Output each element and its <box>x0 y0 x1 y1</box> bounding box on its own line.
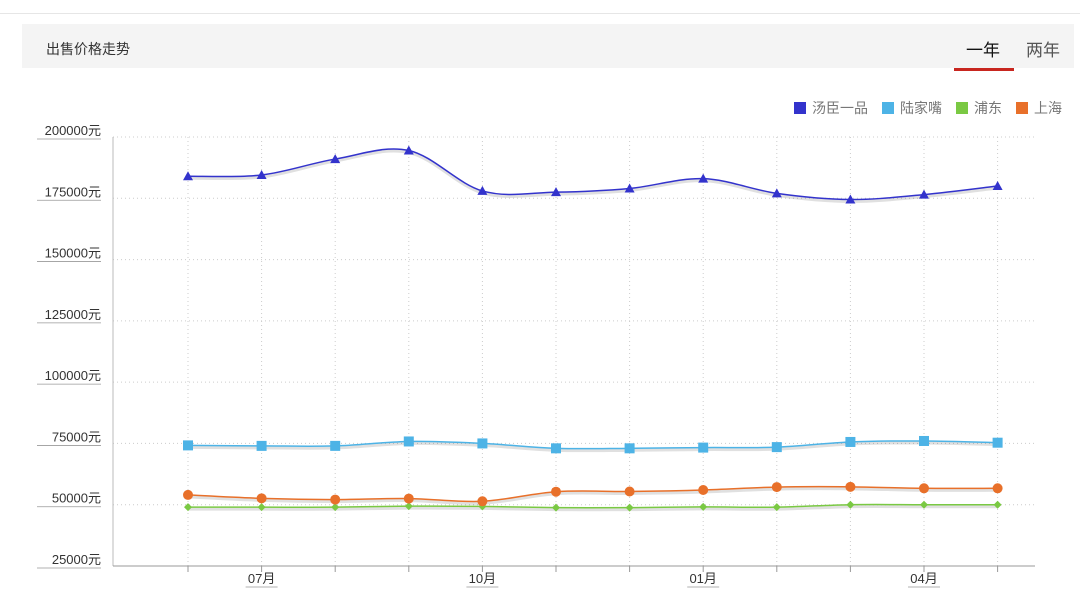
series-3-point-7[interactable] <box>698 485 709 496</box>
series-2-point-8[interactable] <box>772 503 781 512</box>
y-tick-label: 25000元 <box>52 552 101 567</box>
legend-label-3: 上海 <box>1034 102 1062 117</box>
series-3-point-8[interactable] <box>771 482 782 493</box>
legend-swatch-3 <box>1016 102 1028 114</box>
series-2-point-11[interactable] <box>993 500 1002 509</box>
y-tick-label: 200000元 <box>45 123 101 138</box>
series-0-point-1[interactable] <box>256 169 267 179</box>
tab-two-year[interactable]: 两年 <box>1026 41 1060 60</box>
series-0-point-5[interactable] <box>551 187 561 197</box>
series-2-point-0[interactable] <box>184 503 192 512</box>
series-1-point-2[interactable] <box>330 440 341 451</box>
series-0-point-6[interactable] <box>624 183 635 193</box>
series-1-point-1[interactable] <box>256 440 267 451</box>
series-3-point-9[interactable] <box>845 481 856 492</box>
series-2-point-7[interactable] <box>699 502 708 511</box>
tab-one-year[interactable]: 一年 <box>966 41 1000 60</box>
series-0-point-11[interactable] <box>992 181 1003 191</box>
series-line-shadow-1 <box>187 441 998 453</box>
series-1-point-5[interactable] <box>551 443 561 454</box>
x-tick-label: 07月 <box>248 571 275 586</box>
legend-item-series-0[interactable]: 汤臣一品 <box>794 98 868 118</box>
series-line-0 <box>187 148 998 201</box>
legend-swatch-0 <box>794 102 806 114</box>
x-tick-label: 10月 <box>469 571 496 586</box>
chart-legend: 汤臣一品 陆家嘴 浦东 上海 <box>794 98 1062 118</box>
series-3-point-10[interactable] <box>919 483 929 494</box>
y-tick-label: 125000元 <box>45 307 101 322</box>
series-0-point-10[interactable] <box>919 189 929 199</box>
series-1-point-10[interactable] <box>919 435 929 446</box>
top-divider <box>0 13 1080 14</box>
series-2-point-1[interactable] <box>257 503 266 512</box>
series-line-shadow-3 <box>187 487 998 506</box>
y-tick-label: 75000元 <box>52 429 101 444</box>
legend-label-0: 汤臣一品 <box>812 102 868 117</box>
x-tick-label: 04月 <box>910 571 937 586</box>
series-2-point-6[interactable] <box>625 503 634 512</box>
series-3-point-4[interactable] <box>477 496 488 507</box>
series-3-point-0[interactable] <box>183 489 193 500</box>
series-0-point-4[interactable] <box>477 185 488 195</box>
legend-label-1: 陆家嘴 <box>900 102 942 117</box>
series-2-point-2[interactable] <box>331 503 340 512</box>
active-tab-indicator <box>954 68 1014 71</box>
series-3-point-1[interactable] <box>256 493 267 504</box>
legend-label-2: 浦东 <box>974 102 1002 117</box>
series-2-point-10[interactable] <box>920 500 928 509</box>
y-tick-label: 50000元 <box>52 491 101 506</box>
series-0-point-3[interactable] <box>403 145 414 155</box>
series-1-point-8[interactable] <box>771 442 782 453</box>
series-2-point-9[interactable] <box>846 500 855 509</box>
series-1-point-9[interactable] <box>845 436 856 447</box>
series-0-point-8[interactable] <box>771 188 782 198</box>
series-line-3 <box>187 485 998 503</box>
series-1-point-11[interactable] <box>992 437 1003 448</box>
series-3-point-2[interactable] <box>330 494 341 505</box>
legend-swatch-2 <box>956 102 968 114</box>
series-3-point-3[interactable] <box>403 493 414 504</box>
legend-item-series-3[interactable]: 上海 <box>1016 98 1062 118</box>
series-line-2 <box>188 503 998 509</box>
legend-item-series-2[interactable]: 浦东 <box>956 98 1002 118</box>
series-1-point-6[interactable] <box>624 443 635 454</box>
chart-header: 出售价格走势 一年 两年 <box>22 24 1074 71</box>
series-line-shadow-0 <box>187 149 998 204</box>
series-1-point-4[interactable] <box>477 438 488 449</box>
y-tick-label: 175000元 <box>45 184 101 199</box>
x-tick-label: 01月 <box>689 571 716 586</box>
series-0-point-7[interactable] <box>698 173 709 183</box>
series-line-1 <box>187 440 998 450</box>
series-0-point-2[interactable] <box>330 154 341 164</box>
series-line-shadow-2 <box>187 505 998 512</box>
legend-item-series-1[interactable]: 陆家嘴 <box>882 98 942 118</box>
series-3-point-11[interactable] <box>992 483 1003 494</box>
series-2-point-5[interactable] <box>552 503 560 512</box>
series-3-point-5[interactable] <box>551 486 561 497</box>
series-1-point-3[interactable] <box>403 436 414 447</box>
legend-swatch-1 <box>882 102 894 114</box>
chart-title: 出售价格走势 <box>46 41 130 57</box>
series-0-point-0[interactable] <box>183 171 193 181</box>
y-tick-label: 150000元 <box>45 246 101 261</box>
series-1-point-0[interactable] <box>183 440 193 451</box>
series-1-point-7[interactable] <box>698 442 709 453</box>
series-0-point-9[interactable] <box>845 194 856 204</box>
y-tick-label: 100000元 <box>45 368 101 383</box>
series-3-point-6[interactable] <box>624 486 635 497</box>
series-2-point-3[interactable] <box>404 502 413 511</box>
